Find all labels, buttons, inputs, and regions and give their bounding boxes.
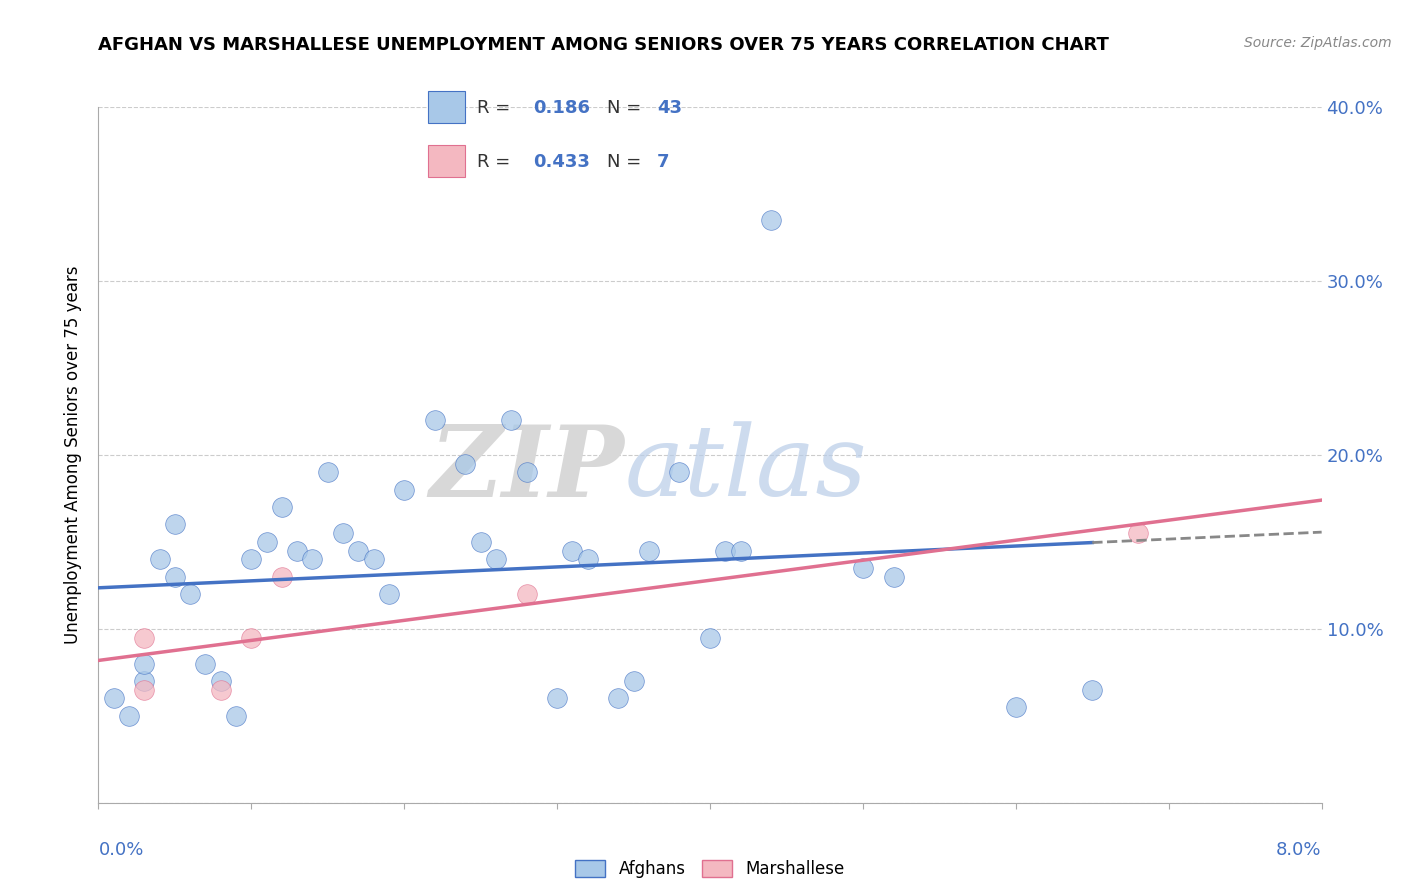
Point <box>134 631 156 645</box>
Point <box>1004 700 1026 714</box>
Point <box>668 466 690 480</box>
Text: 7: 7 <box>657 153 669 170</box>
Point <box>759 213 782 227</box>
Point <box>1128 526 1150 541</box>
Point <box>423 413 446 427</box>
Point <box>347 543 370 558</box>
Text: R =: R = <box>478 99 516 117</box>
Bar <box>427 91 465 123</box>
Bar <box>427 145 465 177</box>
Text: AFGHAN VS MARSHALLESE UNEMPLOYMENT AMONG SENIORS OVER 75 YEARS CORRELATION CHART: AFGHAN VS MARSHALLESE UNEMPLOYMENT AMONG… <box>98 36 1109 54</box>
Point <box>454 457 477 471</box>
Y-axis label: Unemployment Among Seniors over 75 years: Unemployment Among Seniors over 75 years <box>65 266 83 644</box>
Point <box>209 682 232 697</box>
Text: ZIP: ZIP <box>429 421 624 517</box>
Point <box>256 534 278 549</box>
Text: atlas: atlas <box>624 421 868 516</box>
Point <box>637 543 661 558</box>
Point <box>516 466 538 480</box>
Point <box>240 552 263 566</box>
Point <box>607 691 630 706</box>
Point <box>179 587 201 601</box>
Point <box>134 674 156 689</box>
Point <box>163 517 186 532</box>
Point <box>378 587 401 601</box>
Point <box>576 552 599 566</box>
Point <box>561 543 583 558</box>
Text: Source: ZipAtlas.com: Source: ZipAtlas.com <box>1244 36 1392 50</box>
Point <box>149 552 172 566</box>
Text: 8.0%: 8.0% <box>1277 841 1322 859</box>
Point <box>852 561 875 575</box>
Point <box>332 526 354 541</box>
Point <box>285 543 308 558</box>
Point <box>501 413 523 427</box>
Point <box>103 691 125 706</box>
Point <box>392 483 416 497</box>
Point <box>270 500 294 514</box>
Point <box>699 631 721 645</box>
Point <box>209 674 232 689</box>
Point <box>134 657 156 671</box>
Point <box>225 708 247 723</box>
Point <box>470 534 492 549</box>
Point <box>546 691 568 706</box>
Text: N =: N = <box>607 153 647 170</box>
Point <box>240 631 263 645</box>
Point <box>118 708 141 723</box>
Point <box>316 466 339 480</box>
Legend: Afghans, Marshallese: Afghans, Marshallese <box>568 854 852 885</box>
Point <box>301 552 323 566</box>
Point <box>883 570 905 584</box>
Text: R =: R = <box>478 153 516 170</box>
Point <box>485 552 508 566</box>
Point <box>714 543 737 558</box>
Point <box>1081 682 1104 697</box>
Text: 0.0%: 0.0% <box>98 841 143 859</box>
Point <box>623 674 645 689</box>
Point <box>194 657 217 671</box>
Point <box>730 543 752 558</box>
Point <box>363 552 385 566</box>
Text: 0.186: 0.186 <box>533 99 591 117</box>
Text: 43: 43 <box>657 99 682 117</box>
Point <box>270 570 294 584</box>
Text: 0.433: 0.433 <box>533 153 591 170</box>
Point <box>516 587 538 601</box>
Point <box>134 682 156 697</box>
Point <box>163 570 186 584</box>
Text: N =: N = <box>607 99 647 117</box>
